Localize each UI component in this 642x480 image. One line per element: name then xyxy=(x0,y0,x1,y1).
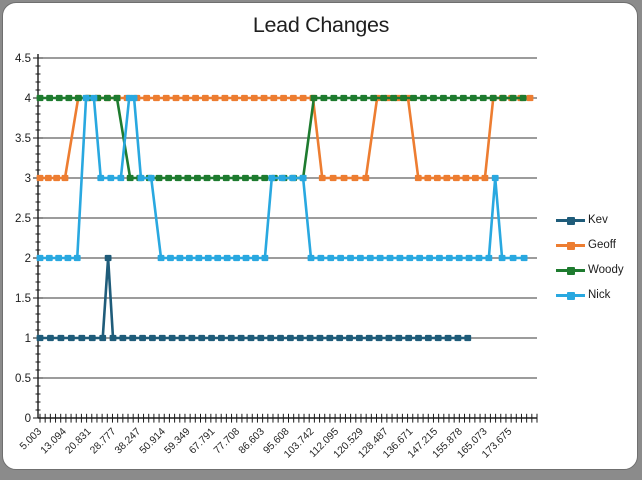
x-tick-label: 59.349 xyxy=(163,426,193,456)
x-tick-label: 50.914 xyxy=(138,426,168,456)
legend-label: Nick xyxy=(588,288,611,301)
y-tick-label: 0 xyxy=(25,413,31,425)
series-markers xyxy=(36,254,472,342)
y-tick-label: 1 xyxy=(25,333,31,345)
series-kev xyxy=(36,254,472,342)
y-tick-label: 2 xyxy=(25,253,31,265)
x-axis-ticks xyxy=(39,413,538,423)
x-tick-label: 86.603 xyxy=(237,426,267,456)
legend-label: Woody xyxy=(588,263,624,276)
y-tick-label: 3.5 xyxy=(15,133,31,145)
legend-item-kev: Kev xyxy=(556,208,640,233)
legend-square-marker-icon xyxy=(567,241,575,250)
x-tick-label: 20.831 xyxy=(64,426,94,456)
x-tick-label: 13.094 xyxy=(39,426,69,456)
y-tick-label: 4.5 xyxy=(15,53,31,65)
legend-item-woody: Woody xyxy=(556,258,640,283)
axes xyxy=(37,54,537,419)
x-tick-label: 28.777 xyxy=(88,426,118,456)
y-tick-label: 4 xyxy=(25,93,32,105)
y-tick-label: 2.5 xyxy=(15,213,31,225)
chart-card xyxy=(2,2,638,470)
legend-square-marker-icon xyxy=(567,266,575,275)
x-tick-label: 67.791 xyxy=(187,426,217,456)
legend-line-swatch-icon xyxy=(556,216,585,225)
chart-title: Lead Changes xyxy=(252,13,390,37)
y-tick-label: 0.5 xyxy=(15,373,31,385)
y-tick-label: 1.5 xyxy=(15,293,31,305)
legend-item-geoff: Geoff xyxy=(556,233,640,258)
legend-line-swatch-icon xyxy=(556,291,585,300)
legend: Kev Geoff Woody Nick xyxy=(556,208,640,308)
y-tick-label: 3 xyxy=(25,173,31,185)
x-tick-labels: 5.00313.09420.83128.77738.24750.91459.34… xyxy=(18,426,514,460)
x-tick-label: 77.708 xyxy=(212,426,242,456)
series-markers xyxy=(36,94,528,262)
y-tick-labels: 0 0.5 1 1.5 2 2.5 3 3.5 4 4.5 xyxy=(15,53,32,425)
legend-label: Kev xyxy=(588,213,608,226)
y-axis-ticks xyxy=(33,57,43,419)
legend-square-marker-icon xyxy=(567,291,575,300)
legend-line-swatch-icon xyxy=(556,266,585,275)
legend-line-swatch-icon xyxy=(556,241,585,250)
legend-label: Geoff xyxy=(588,238,616,251)
series-line xyxy=(40,96,530,180)
series-nick xyxy=(36,94,528,262)
legend-square-marker-icon xyxy=(567,216,575,225)
x-tick-label: 38.247 xyxy=(113,426,143,456)
legend-item-nick: Nick xyxy=(556,283,640,308)
